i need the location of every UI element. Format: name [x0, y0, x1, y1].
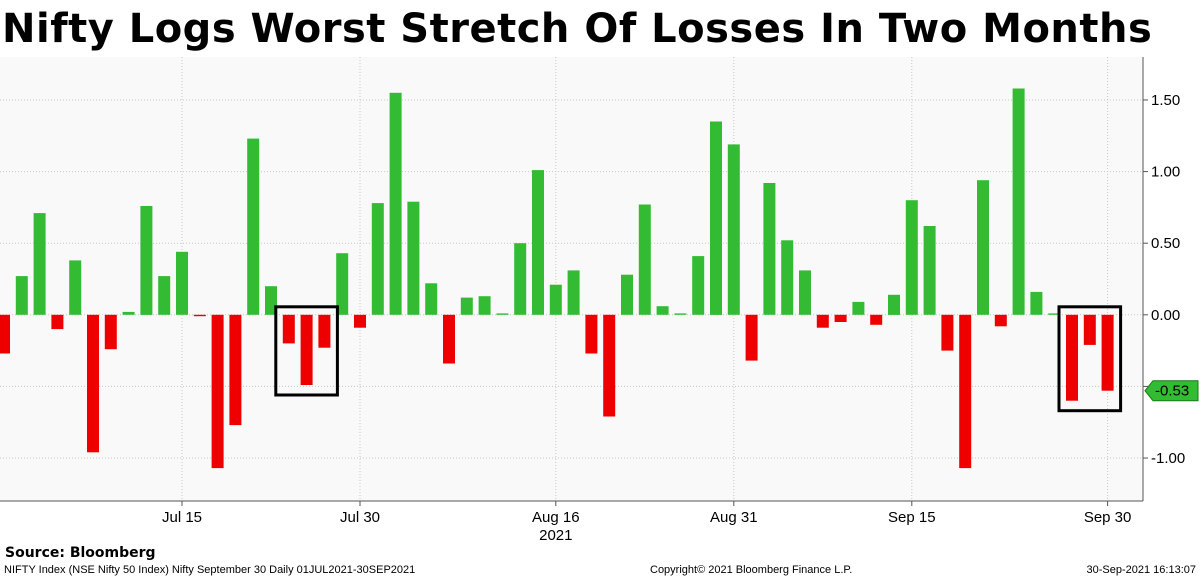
bar — [318, 314, 331, 348]
bar — [959, 314, 972, 469]
bar — [674, 313, 687, 315]
bar — [816, 314, 829, 328]
bar — [799, 270, 811, 315]
bar — [727, 144, 740, 315]
bar — [603, 314, 616, 417]
bar — [176, 251, 188, 315]
bar-series — [0, 88, 1114, 469]
bar — [496, 313, 509, 315]
bar — [33, 213, 46, 315]
bar — [425, 283, 438, 315]
highlight-boxes — [274, 305, 1123, 413]
bar — [193, 314, 206, 317]
bar — [140, 206, 153, 315]
bar — [852, 301, 865, 315]
bar — [1012, 88, 1025, 315]
footer-copyright: Copyright© 2021 Bloomberg Finance L.P. — [650, 564, 853, 576]
last-value-label: -0.53 — [1155, 383, 1189, 400]
x-tick-label: Sep 15 — [888, 509, 936, 526]
last-value-tag: -0.53 — [1144, 380, 1199, 402]
chart-title: Nifty Logs Worst Stretch Of Losses In Tw… — [2, 6, 1153, 52]
bar — [1048, 313, 1061, 315]
y-axis: 1.50 1.00 0.50 0.00 -1.00 — [1143, 92, 1185, 467]
highlight-box — [1057, 305, 1123, 413]
bar — [621, 274, 633, 315]
x-tick-label: Jul 30 — [340, 509, 380, 526]
bar — [834, 314, 847, 322]
bar — [692, 256, 705, 315]
y-tick-label: 0.00 — [1151, 307, 1180, 324]
bar — [870, 314, 883, 325]
x-tick-label: Aug 31 — [710, 509, 758, 526]
bar — [977, 180, 989, 315]
bar — [781, 240, 794, 315]
bar — [745, 314, 758, 361]
source-note: Source: Bloomberg — [5, 545, 156, 561]
bar — [567, 270, 580, 315]
bar — [941, 314, 954, 351]
bar — [549, 284, 562, 315]
bar — [211, 314, 224, 469]
bar — [460, 297, 473, 315]
bar — [229, 314, 242, 426]
bar — [407, 201, 420, 315]
bar — [710, 121, 722, 315]
bar — [763, 183, 776, 315]
bar — [265, 286, 277, 315]
y-tick-label: -1.00 — [1151, 450, 1185, 467]
bar — [585, 314, 598, 354]
bar — [122, 311, 135, 315]
bar — [443, 314, 455, 364]
y-tick-label: 1.00 — [1151, 164, 1180, 181]
bar — [300, 314, 313, 385]
bar — [336, 253, 349, 315]
bar — [51, 314, 64, 330]
y-tick-label: 0.50 — [1151, 235, 1180, 252]
bar — [371, 203, 384, 315]
bar — [532, 170, 544, 315]
bar — [69, 260, 82, 315]
last-value-tag-shape — [1144, 380, 1199, 402]
bar — [87, 314, 99, 453]
y-tick-label: 1.50 — [1151, 92, 1180, 109]
bar — [638, 204, 651, 315]
highlight-box — [274, 305, 339, 397]
x-year-label: 2021 — [539, 527, 572, 544]
bar — [888, 294, 900, 315]
bar — [15, 276, 28, 315]
x-tick-label: Sep 30 — [1084, 509, 1132, 526]
bar — [514, 243, 527, 315]
bar — [1101, 314, 1114, 391]
footer-index-info: NIFTY Index (NSE Nifty 50 Index) Nifty S… — [4, 564, 416, 576]
bar — [923, 226, 936, 315]
bar — [0, 314, 10, 354]
x-tick-label: Aug 16 — [532, 509, 580, 526]
bar — [158, 276, 171, 315]
bar — [994, 314, 1007, 327]
x-tick-label: Jul 15 — [162, 509, 202, 526]
bar — [1066, 314, 1078, 401]
bar — [389, 92, 402, 315]
bar — [656, 306, 669, 315]
bar — [104, 314, 117, 350]
bar — [1083, 314, 1096, 345]
bar — [478, 296, 491, 315]
bar — [282, 314, 295, 344]
x-axis: Jul 15 Jul 30 Aug 16 Aug 31 Sep 15 Sep 30 2021 — [162, 501, 1131, 544]
bar — [247, 138, 260, 315]
footer-timestamp: 30-Sep-2021 16:13:07 — [1086, 564, 1196, 576]
bar — [354, 314, 366, 328]
bar — [905, 200, 918, 315]
bar — [1030, 291, 1043, 315]
